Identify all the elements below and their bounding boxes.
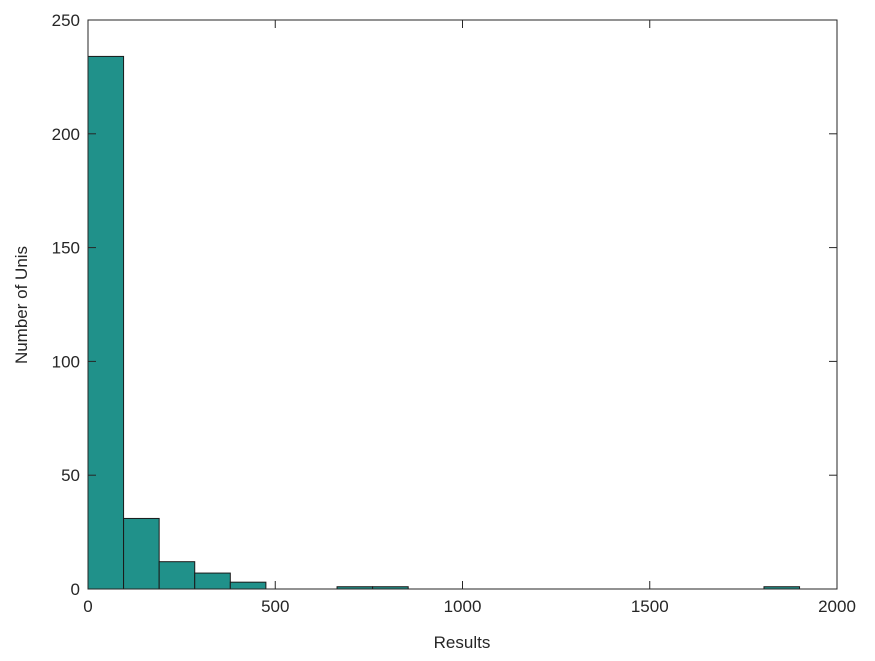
histogram-bar <box>158 561 196 590</box>
histogram-bar <box>194 572 231 590</box>
y-tick-label: 150 <box>52 239 80 258</box>
y-axis-label: Number of Unis <box>12 246 31 364</box>
x-tick-label: 1000 <box>444 597 482 616</box>
histogram-bar <box>229 581 267 590</box>
ticks: 0 500 1000 1500 2000 0 50 100 150 200 250 <box>52 11 856 616</box>
x-axis-label: Results <box>434 633 491 652</box>
y-tick-label: 50 <box>61 466 80 485</box>
y-tick-label: 250 <box>52 11 80 30</box>
axes-box <box>87 19 838 590</box>
x-tick-label: 0 <box>83 597 92 616</box>
y-tick-label: 0 <box>71 580 80 599</box>
y-tick-label: 200 <box>52 125 80 144</box>
y-tick-label: 100 <box>52 352 80 371</box>
x-tick-label: 2000 <box>818 597 856 616</box>
x-tick-label: 1500 <box>631 597 669 616</box>
histogram-bar <box>87 55 125 590</box>
bars <box>87 55 801 590</box>
x-tick-label: 500 <box>261 597 289 616</box>
histogram-bar <box>123 517 160 590</box>
